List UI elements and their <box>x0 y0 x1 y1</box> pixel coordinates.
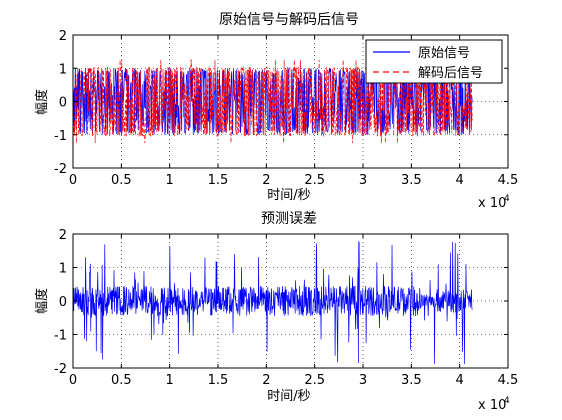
top-ticks: 0 0.5 1 1.5 2 2.5 3 3.5 4 4.5 2 1 0 -1 -2 <box>54 29 518 188</box>
bottom-xtick-label: 3.5 <box>401 373 422 388</box>
top-xtick-label: 3.5 <box>401 173 422 188</box>
bottom-ytick-label: 0 <box>59 295 67 310</box>
bottom-ytick-label: 2 <box>59 228 67 243</box>
bottom-xtick-label: 4 <box>456 373 464 388</box>
top-xtick-label: 0 <box>69 173 77 188</box>
bottom-xtick-label: 0.5 <box>111 373 132 388</box>
top-xtick-label: 2 <box>262 173 270 188</box>
bottom-series-group <box>72 241 473 365</box>
top-ytick-label: 2 <box>59 29 67 44</box>
bottom-x-multiplier: x 10 <box>478 398 506 413</box>
top-xtick-label: 4.5 <box>498 173 519 188</box>
bottom-ticks: 0 0.5 1 1.5 2 2.5 3 3.5 4 4.5 2 1 0 -1 -2 <box>54 228 518 388</box>
series-prediction-error <box>72 241 473 365</box>
bottom-xtick-label: 0 <box>69 373 77 388</box>
legend-label-original: 原始信号 <box>418 46 470 61</box>
bottom-ytick-label: -2 <box>54 362 67 377</box>
bottom-xlabel: 时间/秒 <box>267 389 310 404</box>
bottom-axes: 预测误差 0 0.5 1 1.5 2 2.5 3 3.5 4 4.5 2 1 0 -1 -2 时间/秒 幅度… <box>34 211 518 413</box>
series-decoded-signal <box>72 59 473 144</box>
top-ytick-label: 0 <box>59 96 67 111</box>
top-x-multiplier: x 10 <box>478 196 506 211</box>
bottom-xtick-label: 1 <box>166 373 174 388</box>
bottom-x-exponent: 4 <box>504 396 510 406</box>
bottom-xtick-label: 2.5 <box>304 373 325 388</box>
bottom-xtick-label: 1.5 <box>208 373 229 388</box>
legend-label-decoded: 解码后信号 <box>418 66 483 81</box>
top-axes: 原始信号与解码后信号 0 0.5 1 1.5 2 2.5 3 3.5 4 4.5 2 1 0 -1 -2 时… <box>34 12 518 211</box>
top-xtick-label: 4 <box>456 173 464 188</box>
top-xlabel: 时间/秒 <box>267 188 310 203</box>
top-ytick-label: 1 <box>59 62 67 77</box>
bottom-ylabel: 幅度 <box>34 288 50 314</box>
bottom-chart-title: 预测误差 <box>261 211 317 227</box>
top-ylabel: 幅度 <box>34 89 50 115</box>
legend-box <box>365 39 503 84</box>
top-x-exponent: 4 <box>504 194 510 204</box>
bottom-xtick-label: 2 <box>262 373 270 388</box>
top-xtick-label: 1 <box>166 173 174 188</box>
bottom-ytick-label: -1 <box>54 329 67 344</box>
top-chart-title: 原始信号与解码后信号 <box>219 12 359 28</box>
top-xtick-label: 3 <box>359 173 367 188</box>
legend: 原始信号 解码后信号 <box>365 39 503 84</box>
top-ytick-label: -2 <box>54 162 67 177</box>
top-xtick-label: 2.5 <box>304 173 325 188</box>
bottom-xtick-label: 4.5 <box>498 373 519 388</box>
bottom-ytick-label: 1 <box>59 262 67 277</box>
top-ytick-label: -1 <box>54 129 67 144</box>
top-xtick-label: 0.5 <box>111 173 132 188</box>
bottom-xtick-label: 3 <box>359 373 367 388</box>
top-xtick-label: 1.5 <box>208 173 229 188</box>
